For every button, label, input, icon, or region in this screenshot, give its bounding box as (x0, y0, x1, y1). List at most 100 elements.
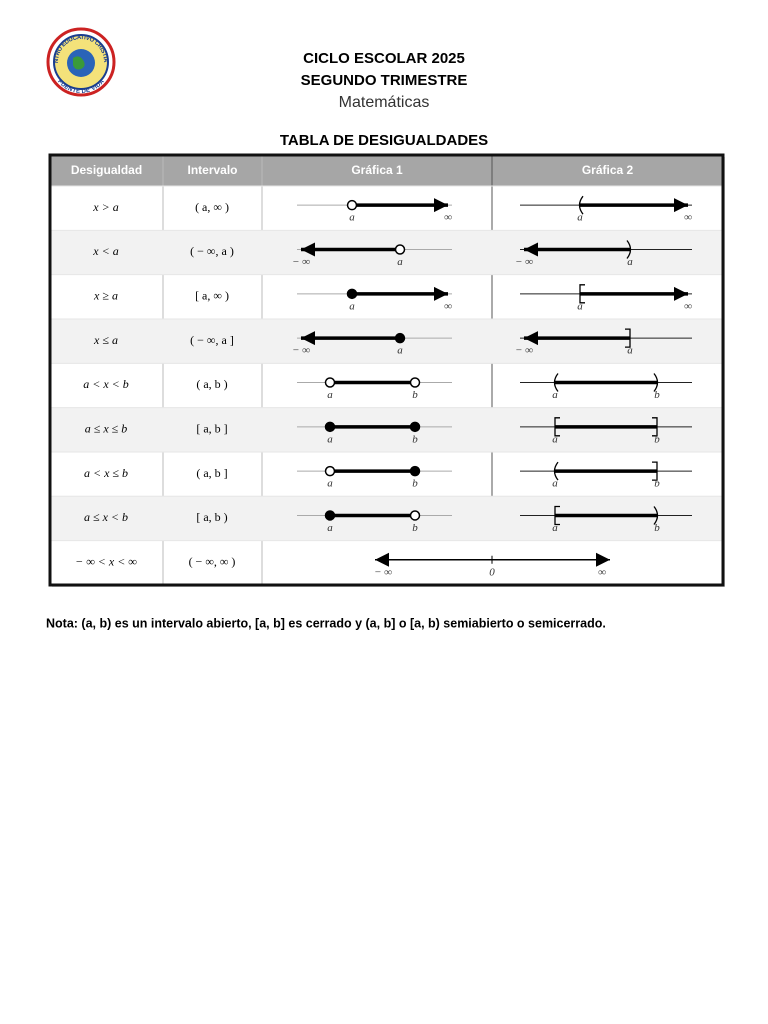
inequality: x ≤ a (93, 333, 118, 347)
bracket (652, 461, 658, 481)
arrowhead (375, 552, 389, 567)
open-dot (324, 465, 336, 477)
column-header: Desigualdad (71, 163, 142, 177)
inequality: a < x < b (83, 377, 129, 391)
inequality: x < a (92, 244, 118, 258)
axis-label: a (627, 256, 633, 268)
inequality: x ≥ a (93, 289, 118, 303)
bracket (579, 284, 585, 304)
column-header: Gráfica 1 (351, 163, 403, 177)
axis-label: a (327, 478, 333, 490)
open-dot (346, 199, 358, 211)
axis-label: 0 (489, 566, 495, 578)
parenthesis (553, 373, 559, 392)
parenthesis (626, 240, 632, 259)
bracket (554, 505, 560, 526)
axis-label: ∞ (444, 300, 452, 312)
heading: CICLO ESCOLAR 2025 (303, 50, 465, 67)
axis-label: ∞ (444, 212, 452, 224)
arrowhead (674, 286, 688, 301)
axis-label: b (412, 478, 418, 490)
inequality: a ≤ x ≤ b (85, 422, 128, 436)
bracket (625, 328, 631, 348)
closed-dot (324, 421, 336, 433)
interval: [ a, ∞ ) (195, 289, 229, 303)
axis-label: a (327, 389, 333, 401)
row-band (50, 407, 723, 452)
column-header: Gráfica 2 (582, 163, 634, 177)
axis-label: a (349, 300, 355, 312)
interval: ( − ∞, a ] (190, 333, 234, 347)
axis-label: − ∞ (292, 256, 310, 268)
axis-label: a (577, 300, 583, 312)
arrowhead (524, 242, 538, 257)
axis-label: a (397, 345, 403, 357)
parenthesis (578, 195, 584, 215)
arrowhead (524, 331, 538, 346)
axis-label: a (552, 478, 558, 490)
header-row (50, 155, 723, 186)
interval: [ a, b ) (196, 510, 227, 524)
interval: ( − ∞, ∞ ) (189, 555, 236, 569)
parenthesis (653, 373, 659, 392)
interval: ( a, b ] (196, 466, 227, 480)
open-dot (394, 244, 406, 255)
open-dot (409, 377, 421, 388)
axis-label: a (552, 433, 558, 445)
inequality: a < x ≤ b (84, 466, 128, 480)
closed-dot (346, 288, 358, 300)
open-dot (324, 377, 336, 388)
axis-label: a (327, 522, 333, 534)
axis-label: b (412, 433, 418, 445)
axis-label: a (397, 256, 403, 268)
parenthesis (553, 461, 559, 481)
axis-label: a (552, 389, 558, 401)
axis-label: ∞ (598, 566, 606, 578)
row-band (50, 230, 723, 275)
bracket (652, 417, 658, 437)
axis-label: a (577, 212, 583, 224)
table-border (48, 153, 725, 587)
inequality: x > a (92, 200, 118, 214)
axis-label: ∞ (684, 212, 692, 224)
axis-label: b (654, 522, 660, 534)
column-header: Intervalo (187, 163, 237, 177)
axis-label: b (412, 389, 418, 401)
arrowhead (596, 552, 610, 567)
closed-dot (409, 421, 421, 433)
closed-dot (394, 332, 406, 344)
arrowhead (434, 286, 448, 301)
axis-label: − ∞ (374, 566, 392, 578)
axis-label: b (654, 389, 660, 401)
axis-label: ∞ (684, 300, 692, 312)
arrowhead (434, 198, 448, 213)
interval: ( a, ∞ ) (195, 200, 229, 214)
axis-label: a (627, 345, 633, 357)
row-band (50, 496, 723, 541)
parenthesis (653, 506, 659, 525)
note: Nota: (a, b) es un intervalo abierto, [a… (46, 616, 606, 630)
axis-label: a (327, 433, 333, 445)
logo: CENTRO EDUCATIVO CRISTIANO FUENTE DE VID… (0, 0, 116, 97)
axis-label: a (552, 522, 558, 534)
inequality: − ∞ < x < ∞ (75, 555, 137, 569)
axis-label: b (654, 433, 660, 445)
row-band (50, 318, 723, 364)
arrowhead (674, 198, 688, 213)
bracket (554, 417, 560, 437)
subject: Matemáticas (339, 94, 430, 111)
arrowhead (301, 242, 315, 257)
axis-label: b (412, 522, 418, 534)
interval: ( a, b ) (196, 377, 227, 391)
axis-label: − ∞ (515, 345, 533, 357)
table-title: TABLA DE DESIGUALDADES (280, 132, 488, 149)
axis-label: b (654, 478, 660, 490)
axis-label: a (349, 212, 355, 224)
interval: ( − ∞, a ) (190, 244, 234, 258)
open-dot (409, 510, 421, 521)
heading: SEGUNDO TRIMESTRE (301, 72, 468, 89)
interval: [ a, b ] (196, 422, 227, 436)
axis-label: − ∞ (292, 345, 310, 357)
